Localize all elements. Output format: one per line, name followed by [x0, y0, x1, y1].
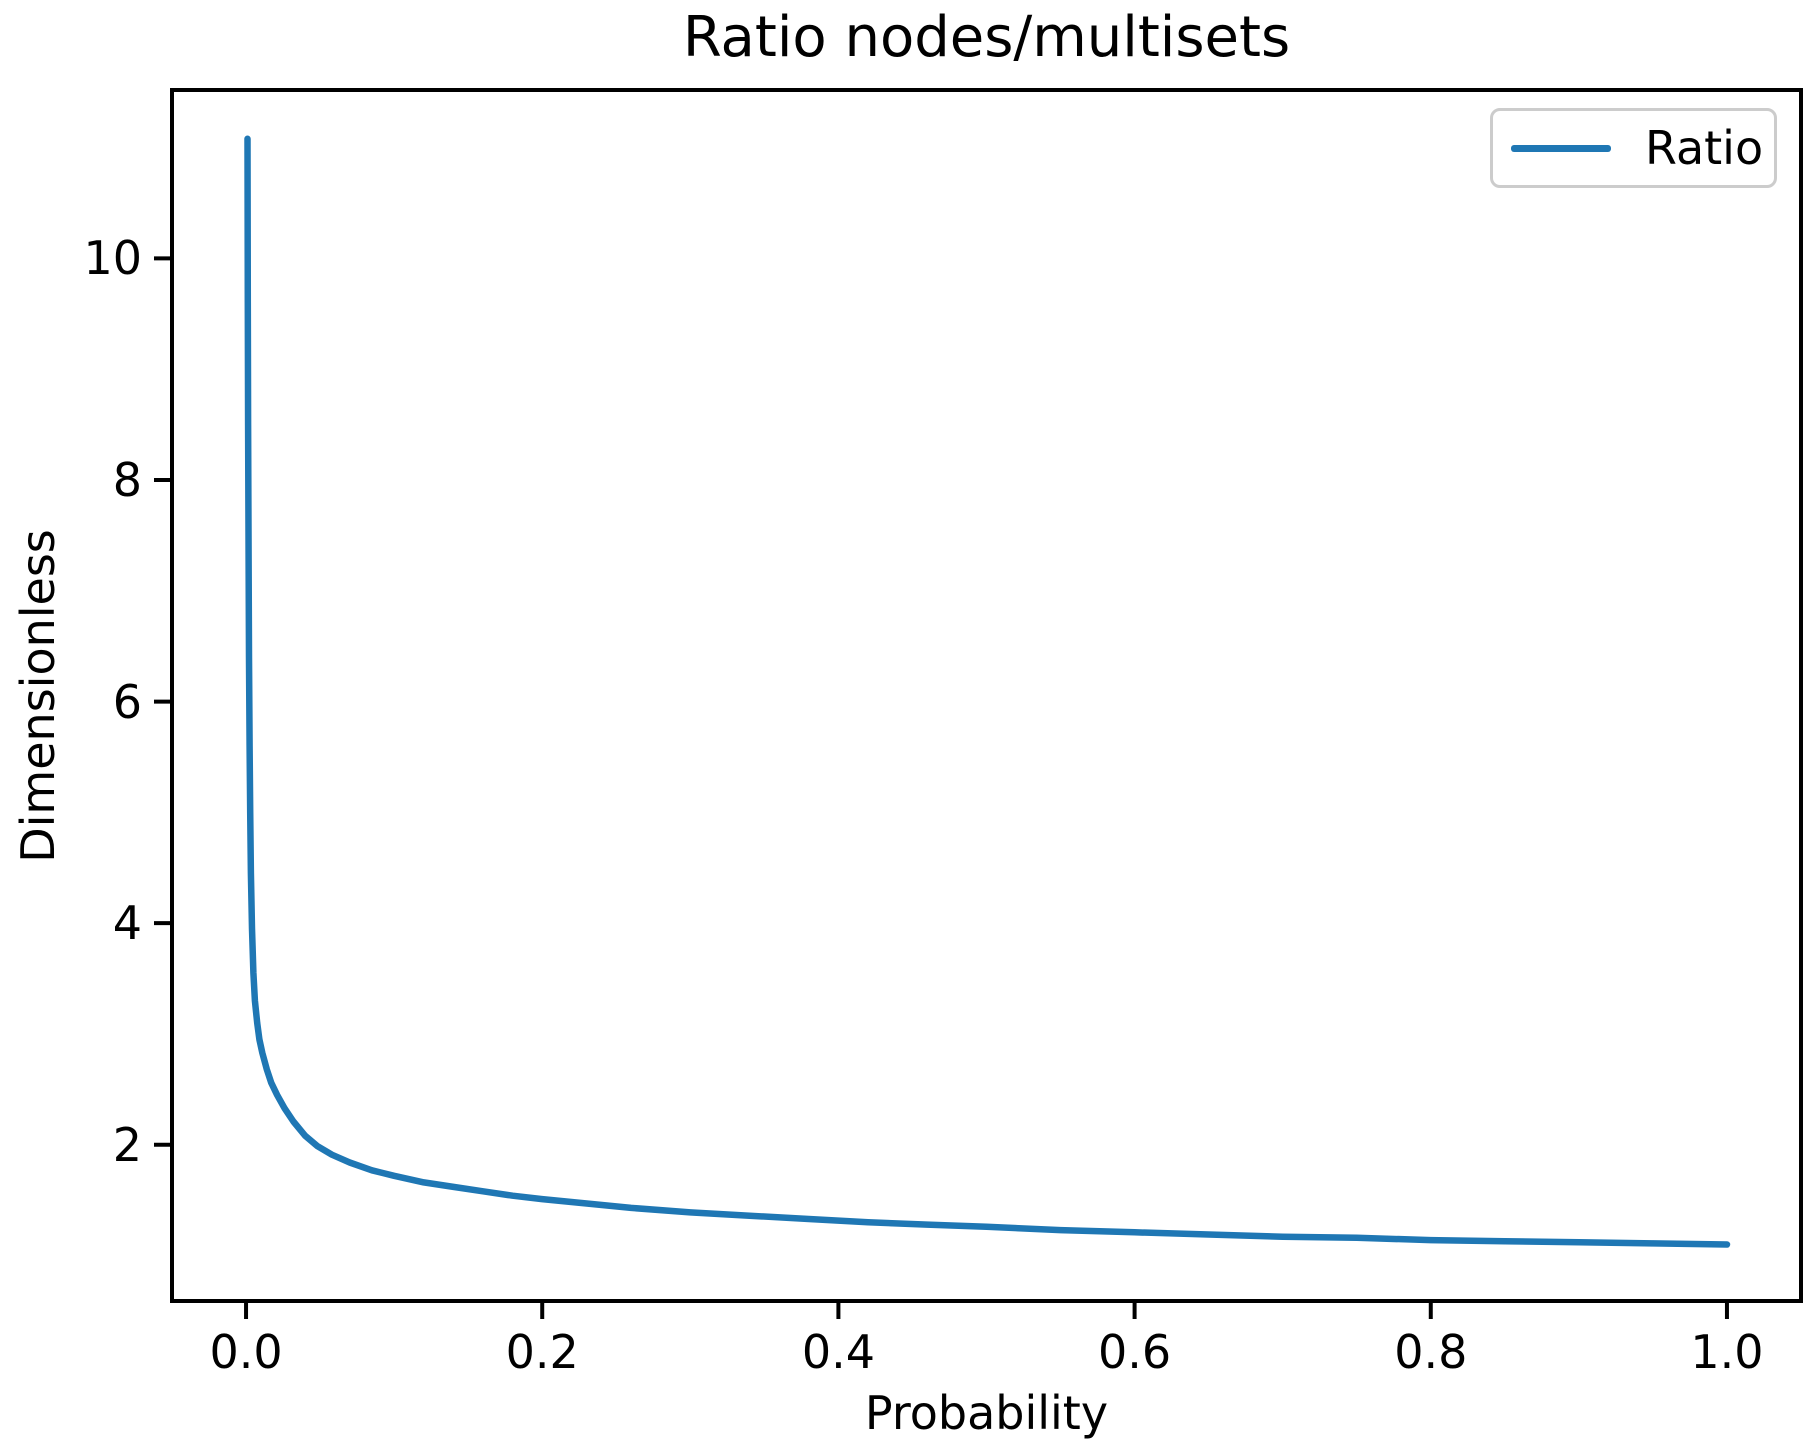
x-tick-label: 1.0	[1690, 1325, 1764, 1379]
x-tick-label: 0.0	[209, 1325, 283, 1379]
ratio-curve	[244, 135, 1731, 1248]
legend: Ratio	[1490, 108, 1777, 188]
y-tick-label: 4	[112, 896, 142, 951]
axes-spines	[170, 88, 1803, 1303]
x-tick-label: 0.8	[1394, 1325, 1468, 1379]
y-tick-label: 10	[83, 231, 142, 286]
y-tick-label: 8	[112, 453, 142, 507]
chart-title: Ratio nodes/multisets	[682, 5, 1291, 70]
x-tick-label: 0.2	[505, 1325, 579, 1379]
y-tick-label: 6	[112, 674, 142, 729]
tick-marks	[154, 256, 1729, 1319]
legend-entry-label: Ratio	[1645, 121, 1764, 175]
y-tick-label: 2	[112, 1117, 142, 1172]
x-tick-label: 0.6	[1098, 1325, 1172, 1379]
legend-line-sample	[1511, 144, 1611, 152]
y-axis-label: Dimensionless	[11, 529, 65, 863]
x-tick-label: 0.4	[801, 1325, 875, 1379]
x-axis-label: Probability	[864, 1386, 1109, 1440]
